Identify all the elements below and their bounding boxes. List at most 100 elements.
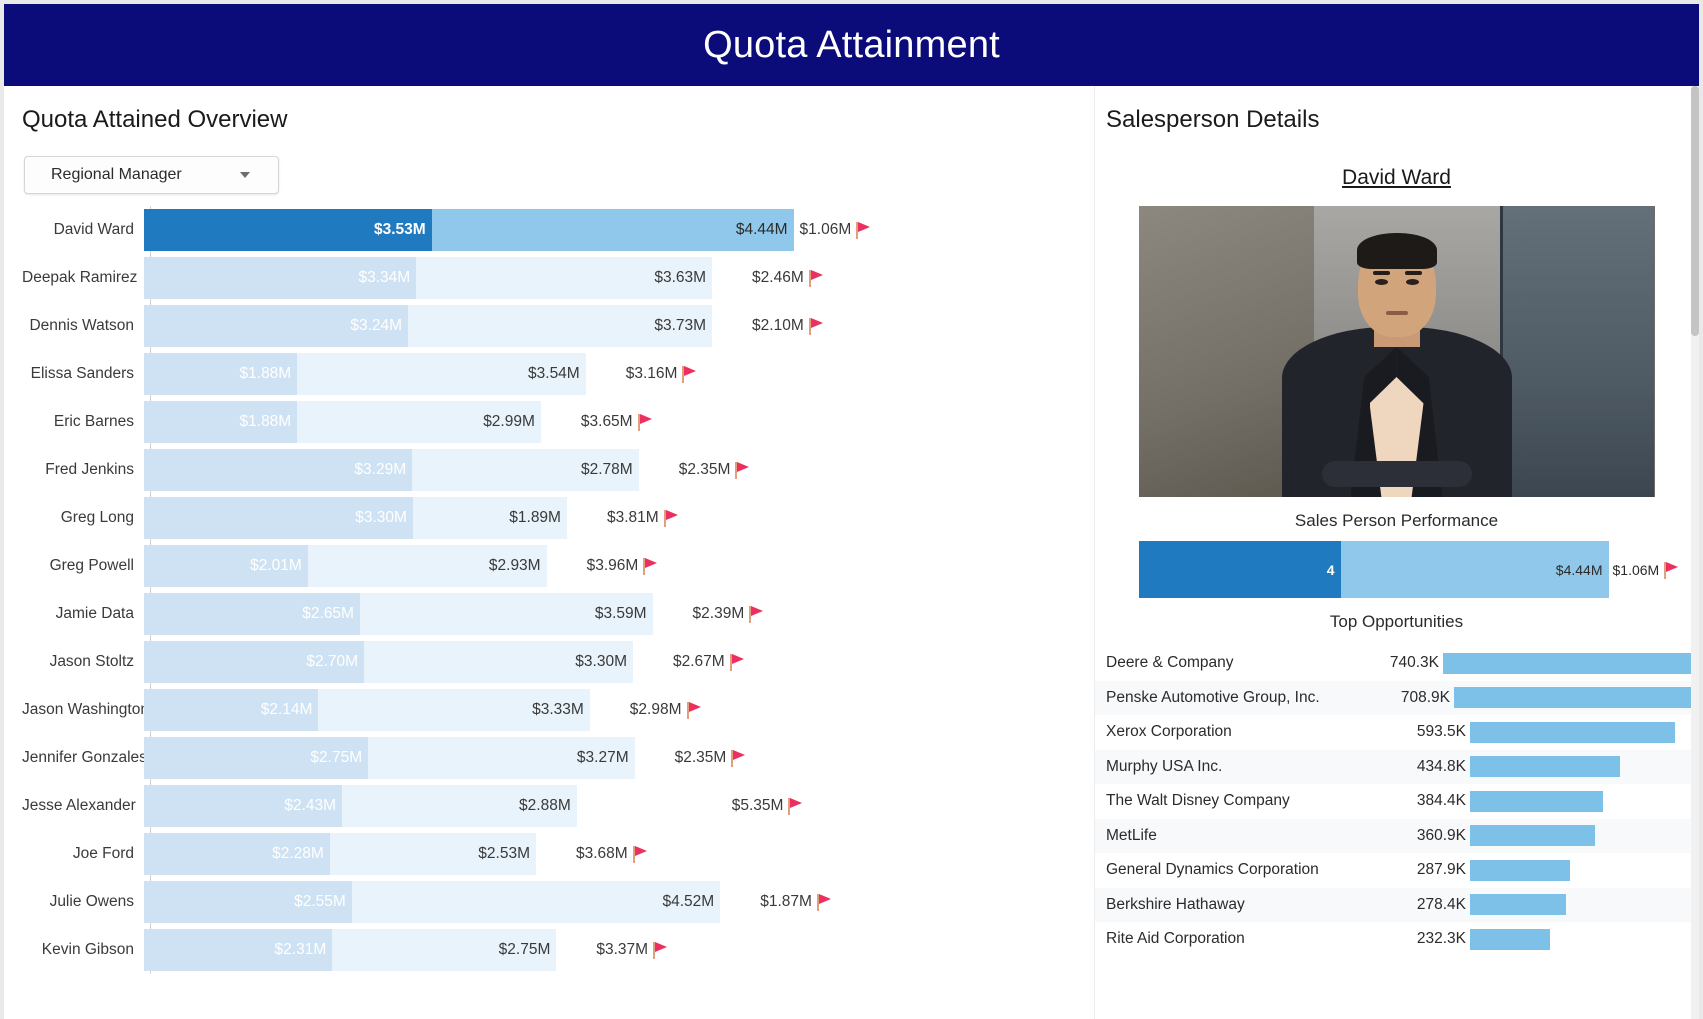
chart-row[interactable]: Joe Ford $2.28M $2.53M $3.68M xyxy=(22,830,1062,878)
chart-row[interactable]: Eric Barnes $1.88M $2.99M $3.65M xyxy=(22,398,1062,446)
flag-icon xyxy=(632,845,648,863)
performance-segment-attained[interactable]: 4 xyxy=(1138,541,1341,598)
opportunity-bar[interactable] xyxy=(1470,756,1620,778)
flag-icon xyxy=(642,557,658,575)
chart-segment-attained[interactable]: $2.55M xyxy=(144,881,352,923)
opportunity-row[interactable]: General Dynamics Corporation 287.9K xyxy=(1094,853,1699,888)
chart-segment-remaining[interactable]: $3.73M xyxy=(408,305,713,347)
chart-segment-remaining[interactable]: $2.53M xyxy=(329,833,536,875)
opportunity-row[interactable]: The Walt Disney Company 384.4K xyxy=(1094,784,1699,819)
opportunity-name: Rite Aid Corporation xyxy=(1106,930,1245,948)
chart-segment-remaining[interactable]: $3.54M xyxy=(297,353,586,395)
salesperson-name-link[interactable]: David Ward xyxy=(1342,166,1451,189)
chart-row[interactable]: Julie Owens $2.55M $4.52M $1.87M xyxy=(22,878,1062,926)
performance-gap-label: $1.06M xyxy=(1613,541,1680,598)
chart-row-label: Deepak Ramirez xyxy=(22,269,138,286)
chart-row-label: Jesse Alexander xyxy=(22,797,136,814)
chart-segment-remaining[interactable]: $3.33M xyxy=(318,689,590,731)
chart-segment-remaining[interactable]: $1.89M xyxy=(412,497,567,539)
chart-segment-attained[interactable]: $2.28M xyxy=(144,833,330,875)
opportunity-name: Murphy USA Inc. xyxy=(1106,757,1223,775)
chart-segment-remaining[interactable]: $2.99M xyxy=(297,401,541,443)
chart-row-track: $2.01M $2.93M $3.96M xyxy=(144,542,1062,590)
opportunity-bar[interactable] xyxy=(1470,894,1566,916)
chart-row[interactable]: Jason Washington $2.14M $3.33M $2.98M xyxy=(22,686,1062,734)
opportunity-bar[interactable] xyxy=(1443,652,1699,674)
opportunity-bar[interactable] xyxy=(1470,928,1550,950)
opportunity-row[interactable]: Penske Automotive Group, Inc. 708.9K xyxy=(1094,680,1699,715)
chart-gap-value: $1.06M xyxy=(799,221,852,238)
chart-segment-remaining[interactable]: $4.44M xyxy=(431,209,794,251)
chart-segment-remaining[interactable]: $2.75M xyxy=(332,929,557,971)
opportunity-name: Penske Automotive Group, Inc. xyxy=(1106,688,1320,706)
chart-row[interactable]: David Ward $3.53M $4.44M $1.06M xyxy=(22,206,1062,254)
opportunity-row[interactable]: Murphy USA Inc. 434.8K xyxy=(1094,749,1699,784)
opportunity-value: 740.3K xyxy=(1389,654,1439,672)
chart-segment-attained[interactable]: $2.14M xyxy=(144,689,319,731)
opportunity-row[interactable]: Rite Aid Corporation 232.3K xyxy=(1094,922,1699,957)
chart-segment-attained[interactable]: $2.70M xyxy=(144,641,365,683)
chart-segment-attained[interactable]: $1.88M xyxy=(144,353,298,395)
chart-row[interactable]: Dennis Watson $3.24M $3.73M $2.10M xyxy=(22,302,1062,350)
chart-row[interactable]: Jesse Alexander $2.43M $2.88M $5.35M xyxy=(22,782,1062,830)
chart-row[interactable]: Jennifer Gonzales $2.75M $3.27M $2.35M xyxy=(22,734,1062,782)
flag-icon xyxy=(1663,561,1679,579)
chart-segment-attained[interactable]: $3.34M xyxy=(144,257,417,299)
opportunity-row[interactable]: Berkshire Hathaway 278.4K xyxy=(1094,887,1699,922)
chart-segment-remaining[interactable]: $4.52M xyxy=(351,881,721,923)
opportunity-value: 278.4K xyxy=(1416,895,1466,913)
chart-row[interactable]: Jason Stoltz $2.70M $3.30M $2.67M xyxy=(22,638,1062,686)
chart-row[interactable]: Deepak Ramirez $3.34M $3.63M $2.46M xyxy=(22,254,1062,302)
chart-row[interactable]: Jamie Data $2.65M $3.59M $2.39M xyxy=(22,590,1062,638)
chart-segment-remaining[interactable]: $2.93M xyxy=(307,545,547,587)
chart-segment-attained[interactable]: $2.65M xyxy=(144,593,360,635)
chart-segment-attained[interactable]: $3.24M xyxy=(144,305,409,347)
chart-segment-remaining[interactable]: $2.78M xyxy=(412,449,639,491)
chart-gap-value: $2.46M xyxy=(752,269,804,286)
opportunity-row[interactable]: Xerox Corporation 593.5K xyxy=(1094,715,1699,750)
page-title: Quota Attainment xyxy=(703,23,1000,66)
opportunity-row[interactable]: MetLife 360.9K xyxy=(1094,818,1699,853)
chart-row[interactable]: Greg Powell $2.01M $2.93M $3.96M xyxy=(22,542,1062,590)
chart-gap-label: $3.81M xyxy=(607,497,679,539)
chart-segment-remaining[interactable]: $2.88M xyxy=(342,785,577,827)
right-scrollbar-thumb[interactable] xyxy=(1691,86,1699,336)
chart-segment-attained[interactable]: $2.01M xyxy=(144,545,308,587)
chart-gap-label: $5.35M xyxy=(732,785,804,827)
chart-row[interactable]: Elissa Sanders $1.88M $3.54M $3.16M xyxy=(22,350,1062,398)
chart-row[interactable]: Kevin Gibson $2.31M $2.75M $3.37M xyxy=(22,926,1062,974)
chart-segment-remaining[interactable]: $3.30M xyxy=(364,641,633,683)
right-scrollbar-track[interactable] xyxy=(1691,86,1699,1019)
performance-segment-remaining[interactable]: $4.44M xyxy=(1340,541,1609,598)
chart-row-label: Jennifer Gonzales xyxy=(22,749,147,766)
chart-row-track: $3.30M $1.89M $3.81M xyxy=(144,494,1062,542)
chart-segment-remaining[interactable]: $3.59M xyxy=(359,593,653,635)
chart-segment-attained[interactable]: $3.30M xyxy=(144,497,413,539)
opportunity-bar[interactable] xyxy=(1470,859,1570,881)
chart-row[interactable]: Greg Long $3.30M $1.89M $3.81M xyxy=(22,494,1062,542)
chart-segment-attained[interactable]: $3.29M xyxy=(144,449,413,491)
chart-segment-attained[interactable]: $2.75M xyxy=(144,737,369,779)
chart-segment-attained[interactable]: $1.88M xyxy=(144,401,298,443)
opportunity-bar[interactable] xyxy=(1470,721,1675,743)
chart-row[interactable]: Fred Jenkins $3.29M $2.78M $2.35M xyxy=(22,446,1062,494)
regional-manager-dropdown-label: Regional Manager xyxy=(51,166,182,183)
opportunity-bar[interactable] xyxy=(1454,687,1699,709)
opportunity-bar[interactable] xyxy=(1470,825,1595,847)
chart-segment-remaining[interactable]: $3.27M xyxy=(368,737,635,779)
opportunity-bar[interactable] xyxy=(1470,790,1603,812)
chart-gap-label: $2.98M xyxy=(630,689,702,731)
chart-row-label: Julie Owens xyxy=(49,893,134,910)
chart-segment-attained[interactable]: $3.53M xyxy=(144,209,432,251)
quota-overview-title: Quota Attained Overview xyxy=(22,106,288,133)
chart-segment-remaining[interactable]: $3.63M xyxy=(416,257,713,299)
chart-segment-attained[interactable]: $2.31M xyxy=(144,929,333,971)
chart-row-label: Eric Barnes xyxy=(53,413,134,430)
chart-gap-label: $3.16M xyxy=(626,353,698,395)
regional-manager-dropdown[interactable]: Regional Manager xyxy=(24,156,279,194)
chart-row-track: $2.75M $3.27M $2.35M xyxy=(144,734,1062,782)
chart-row-track: $1.88M $2.99M $3.65M xyxy=(144,398,1062,446)
opportunity-row[interactable]: Deere & Company 740.3K xyxy=(1094,646,1699,681)
chart-segment-attained[interactable]: $2.43M xyxy=(144,785,343,827)
chart-gap-label: $3.96M xyxy=(587,545,659,587)
